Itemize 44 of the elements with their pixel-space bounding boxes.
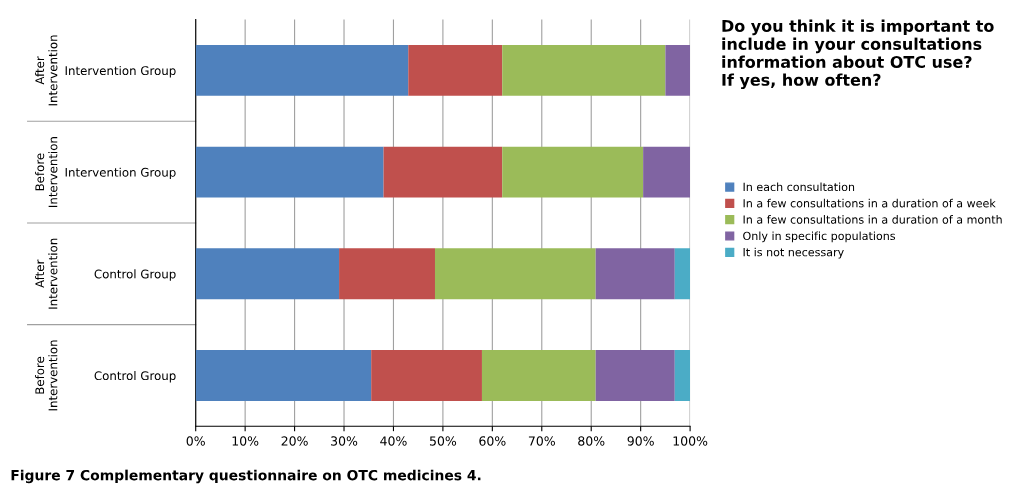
legend-label: In each consultation xyxy=(743,182,855,192)
x-tick-label: 90% xyxy=(627,436,654,446)
bar xyxy=(434,248,596,300)
bar xyxy=(481,350,596,401)
caption: Figure 7 Complementary questionnaire on OTC medicines 4. xyxy=(11,469,481,484)
x-tick-label: 0% xyxy=(186,436,205,446)
bar xyxy=(595,350,675,401)
y-tick-label: Intervention Group xyxy=(65,65,176,78)
y-tick-label: Intervention Group xyxy=(65,167,176,180)
x-tick-label: 40% xyxy=(380,436,407,446)
x-tick-label: 70% xyxy=(528,436,555,446)
legend-label: In a few consultations in a duration of a week xyxy=(743,198,996,208)
x-tick-label: 80% xyxy=(578,436,605,446)
bar xyxy=(408,45,503,96)
text: Before Intervention xyxy=(35,340,58,411)
y-tick-label: Control Group xyxy=(94,269,176,281)
x-tick-label: 50% xyxy=(429,436,457,446)
x-tick-label: 10% xyxy=(232,436,259,446)
bar xyxy=(383,146,503,198)
x-tick-label: 30% xyxy=(331,436,358,446)
x-tick-label: 60% xyxy=(479,436,506,446)
bar xyxy=(195,350,372,401)
bar xyxy=(339,248,435,300)
legend-label: Only in specific populations xyxy=(743,231,896,243)
bar xyxy=(674,248,691,300)
bar xyxy=(195,146,384,198)
legend-label: It is not necessary xyxy=(743,247,844,259)
bar xyxy=(674,350,691,401)
x-tick-label: 20% xyxy=(281,436,308,446)
text: Do you think it is important to include in your consultations information about OTC use? If yes, how often? xyxy=(722,19,994,90)
bar xyxy=(595,248,675,300)
legend-label: In a few consultations in a duration of a month xyxy=(743,215,1002,224)
bar xyxy=(195,248,340,300)
bar xyxy=(665,45,691,96)
x-tick-label: 100% xyxy=(673,436,708,446)
bar xyxy=(502,45,666,96)
bar xyxy=(502,146,644,198)
text: Before Intervention xyxy=(35,137,58,207)
bar xyxy=(371,350,482,401)
text: After Intervention xyxy=(35,35,58,106)
y-tick-label: Control Group xyxy=(94,370,176,383)
bar xyxy=(643,146,691,198)
text: After Intervention xyxy=(35,238,58,309)
bar xyxy=(195,45,409,96)
